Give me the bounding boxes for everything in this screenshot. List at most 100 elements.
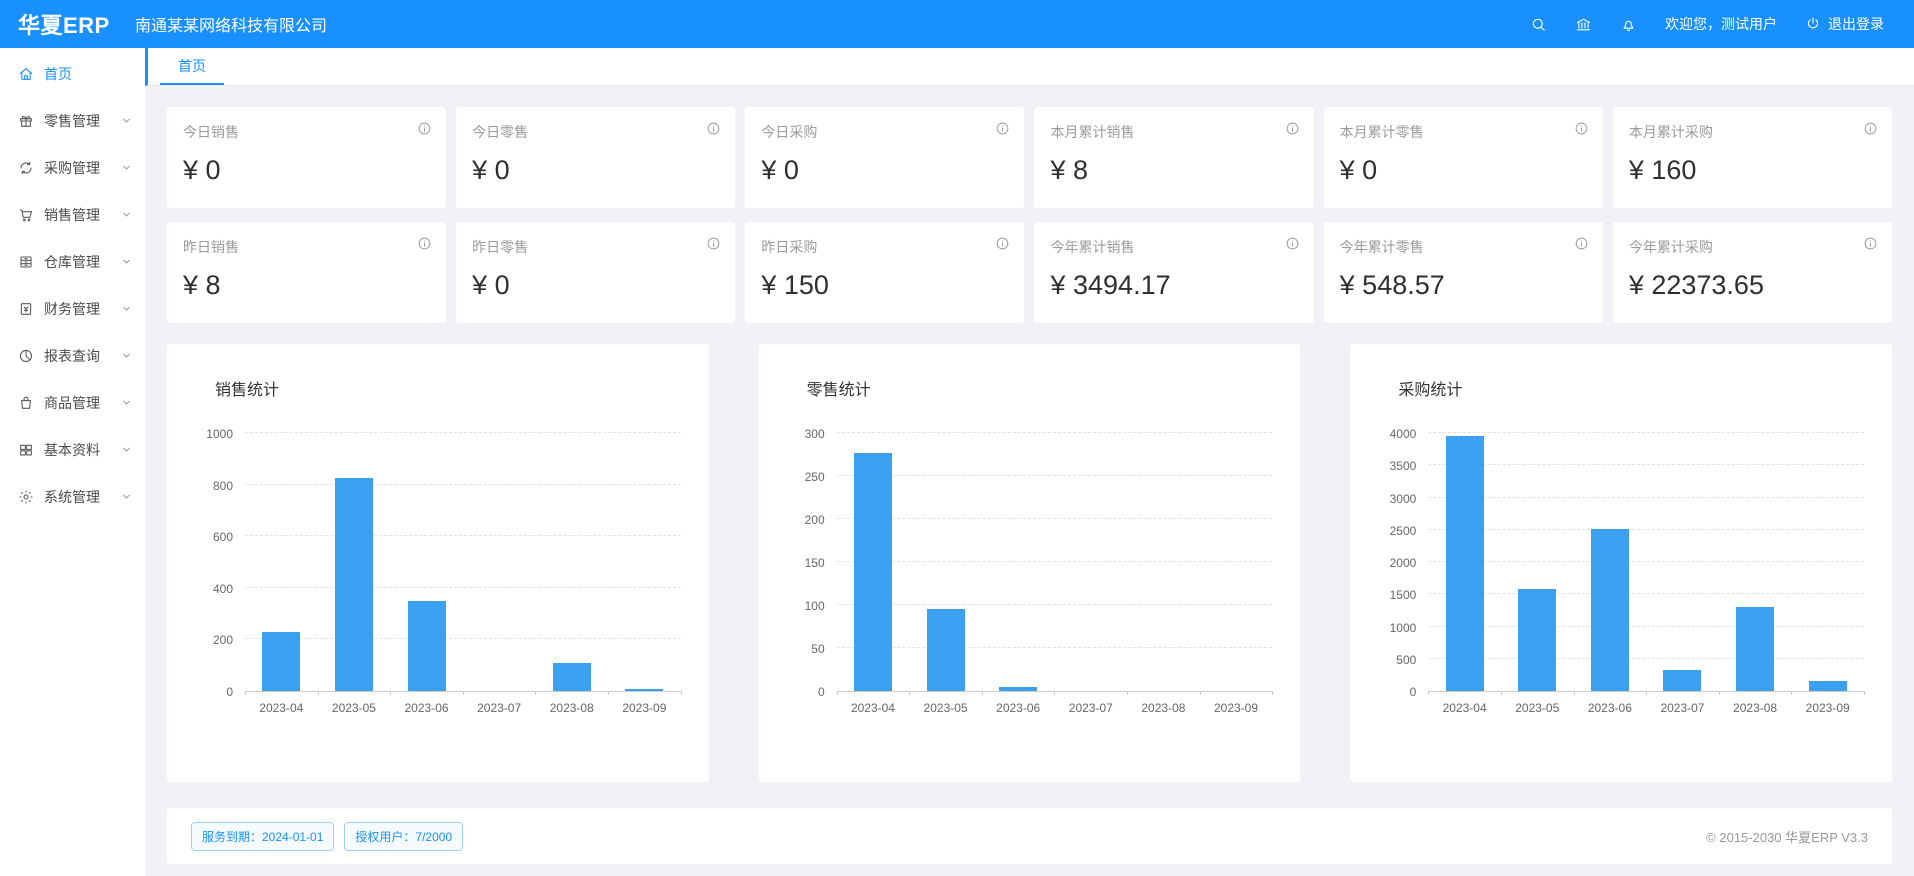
sidebar-item-8[interactable]: 基本资料 [0, 426, 145, 473]
gear-icon [18, 489, 34, 505]
app-header: 华夏ERP 南通某某网络科技有限公司 欢迎您，测试用户 退出登录 [0, 0, 1914, 48]
gridline [836, 518, 1273, 519]
tab-home[interactable]: 首页 [160, 48, 224, 85]
stat-card-value: ¥ 0 [761, 155, 799, 185]
x-tick-label: 2023-06 [996, 701, 1041, 715]
bank-icon[interactable] [1575, 16, 1592, 33]
chart-card-sales: 销售统计 0 200 400 600 800 1000 2023-04 2023-05 2023-… [167, 344, 709, 782]
bar-sales-2023-04 [262, 632, 301, 691]
power-icon [1805, 16, 1821, 32]
y-axis: 0 50 100 150 200 250 300 [779, 427, 837, 699]
info-icon[interactable] [1863, 236, 1878, 251]
x-axis-labels: 2023-04 2023-05 2023-06 2023-07 2023-08 2023-… [245, 701, 681, 715]
plot-grid [836, 432, 1274, 695]
sidebar-item-6[interactable]: 报表查询 [0, 332, 145, 379]
axis-tick [462, 691, 464, 695]
bell-icon[interactable] [1620, 16, 1637, 33]
info-icon[interactable] [706, 236, 721, 251]
bar-sales-2023-06 [407, 601, 446, 691]
info-icon[interactable] [1863, 121, 1878, 136]
chevron-down-icon [121, 115, 132, 126]
axis-tick [1718, 691, 1720, 695]
stat-card-label: 本月累计采购 [1628, 124, 1713, 140]
header-actions: 欢迎您，测试用户 退出登录 [1530, 14, 1914, 34]
sidebar-item-3[interactable]: 销售管理 [0, 191, 145, 238]
info-icon[interactable] [995, 236, 1010, 251]
stat-card-value: ¥ 0 [472, 270, 510, 300]
info-icon[interactable] [1574, 236, 1589, 251]
plot-grid [1428, 432, 1865, 695]
bar-retail-2023-06 [999, 687, 1038, 691]
gridline [1428, 496, 1864, 498]
stat-card-4: 本月累计零售 ¥ 0 [1323, 107, 1603, 208]
sidebar-item-label: 财务管理 [44, 300, 100, 317]
finance-icon [18, 301, 34, 317]
x-axis-labels: 2023-04 2023-05 2023-06 2023-07 2023-08 2023-… [837, 701, 1273, 715]
sidebar-item-7[interactable]: 商品管理 [0, 379, 145, 426]
y-tick-label: 300 [804, 427, 825, 441]
gridline [245, 432, 681, 433]
sidebar-item-0[interactable]: 首页 [0, 50, 145, 97]
bar-retail-2023-04 [853, 453, 892, 691]
sidebar-item-9[interactable]: 系统管理 [0, 473, 145, 520]
stat-card-label: 今日销售 [183, 124, 239, 140]
charts-row: 销售统计 0 200 400 600 800 1000 2023-04 2023-05 2023-… [167, 344, 1892, 782]
main-area: 首页 今日销售 ¥ 0 今日零售 ¥ 0 今日采购 ¥ 0 本月累计销售 ¥ 8 本月累计零售 ¥… [145, 48, 1914, 876]
gridline [245, 483, 681, 485]
bar-sales-2023-05 [334, 478, 373, 691]
info-icon[interactable] [417, 121, 432, 136]
stat-card-value: ¥ 548.57 [1339, 270, 1445, 300]
y-tick-label: 4000 [1389, 427, 1417, 441]
license-badge-0: 服务到期：2024-01-01 [191, 821, 335, 851]
sidebar-item-2[interactable]: 采购管理 [0, 144, 145, 191]
sidebar-item-4[interactable]: 仓库管理 [0, 238, 145, 285]
chevron-down-icon [121, 256, 132, 267]
y-tick-label: 800 [212, 478, 233, 493]
sidebar-item-label: 零售管理 [44, 112, 100, 129]
gridline [1428, 561, 1864, 562]
sidebar-item-1[interactable]: 零售管理 [0, 97, 145, 144]
y-tick-label: 0 [1409, 685, 1417, 699]
info-icon[interactable] [995, 121, 1010, 136]
x-tick-label: 2023-05 [331, 701, 376, 715]
x-tick-label: 2023-09 [622, 701, 667, 715]
stat-card-label: 今年累计采购 [1628, 239, 1713, 255]
axis-tick [1199, 691, 1201, 695]
stat-card-0: 今日销售 ¥ 0 [167, 107, 447, 208]
gridline [1428, 657, 1864, 659]
stat-card-value: ¥ 8 [1050, 155, 1089, 185]
stat-card-label: 本月累计销售 [1050, 124, 1135, 140]
info-icon[interactable] [706, 121, 721, 136]
y-tick-label: 150 [804, 556, 825, 570]
stat-card-label: 今年累计零售 [1339, 239, 1424, 255]
header-icon-group [1530, 16, 1637, 33]
info-icon[interactable] [1285, 121, 1300, 136]
axis-tick [1428, 691, 1430, 695]
y-tick-label: 1500 [1389, 588, 1417, 603]
axis-tick [1272, 691, 1274, 695]
y-tick-label: 200 [212, 633, 233, 648]
y-axis: 0 500 1000 1500 2000 2500 3000 3500 4000 [1370, 427, 1428, 699]
y-tick-label: 200 [804, 513, 825, 527]
info-icon[interactable] [1285, 236, 1300, 251]
info-icon[interactable] [1574, 121, 1589, 136]
stat-card-3: 本月累计销售 ¥ 8 [1034, 107, 1314, 208]
stat-card-label: 今年累计销售 [1050, 239, 1135, 255]
tab-bar: 首页 [145, 48, 1914, 86]
copyright-text: © 2015-2030 华夏ERP V3.3 [1706, 829, 1868, 845]
stat-card-label: 昨日销售 [183, 239, 239, 255]
stat-card-label: 昨日采购 [761, 239, 818, 255]
axis-tick [1054, 691, 1056, 695]
sidebar-item-label: 商品管理 [44, 394, 100, 411]
x-tick-label: 2023-07 [477, 701, 522, 715]
chevron-down-icon [121, 350, 132, 361]
sidebar-item-5[interactable]: 财务管理 [0, 285, 145, 332]
search-icon[interactable] [1530, 16, 1547, 33]
logout-button[interactable]: 退出登录 [1805, 14, 1884, 34]
info-icon[interactable] [417, 236, 432, 251]
axis-tick [981, 691, 983, 695]
axis-tick [1127, 691, 1129, 695]
bar-sales-2023-09 [625, 689, 664, 691]
gridline [836, 432, 1273, 433]
